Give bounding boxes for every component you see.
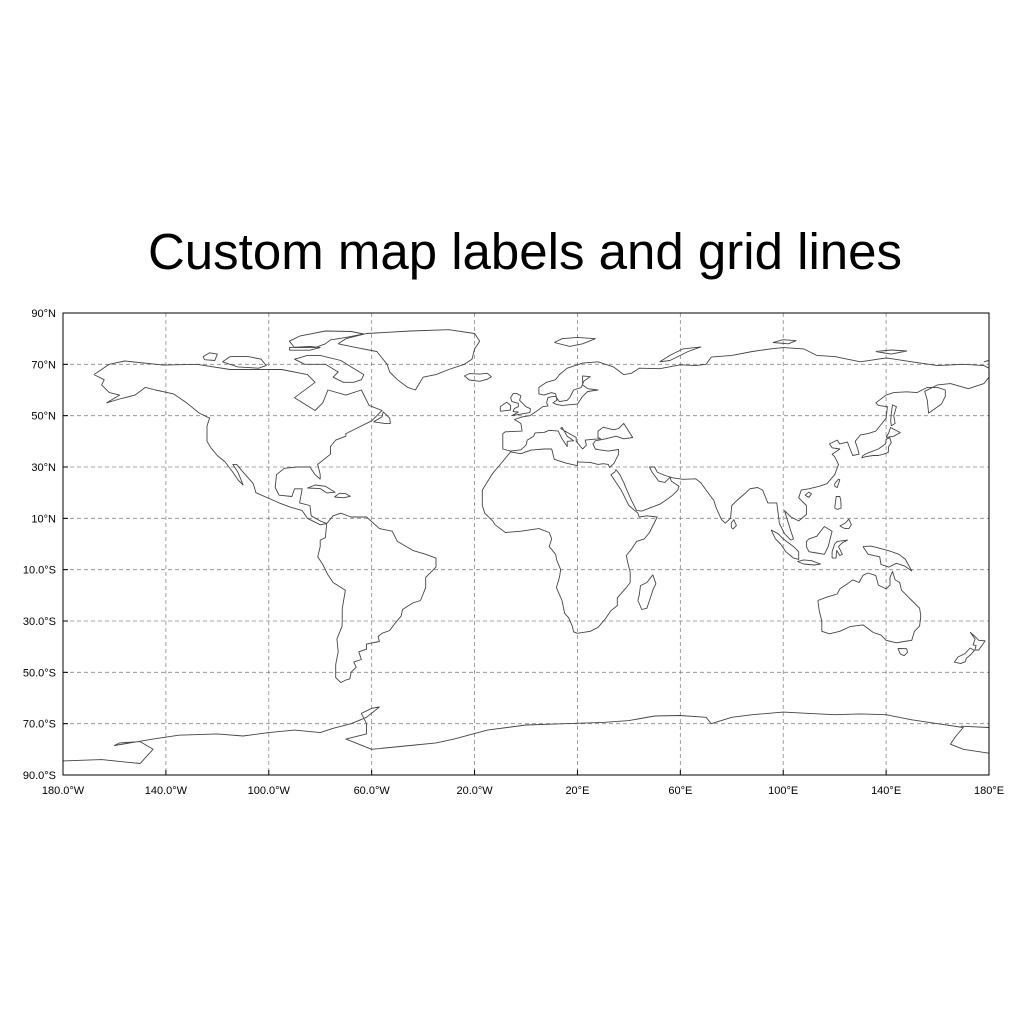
coastline-new-zealand-north bbox=[969, 631, 986, 651]
coastline-new-siberian-islands bbox=[875, 349, 908, 355]
coastline-novaya-zemlya bbox=[659, 346, 702, 363]
coastline-severnaya-zemlya bbox=[772, 339, 797, 345]
coastline-eurasia bbox=[481, 347, 990, 634]
lat-tick-label: 70.0°S bbox=[23, 719, 56, 731]
coastline-victoria-island bbox=[222, 356, 267, 369]
lon-tick-label: 20°E bbox=[565, 785, 589, 797]
coastline-new-zealand-south bbox=[953, 647, 975, 665]
map-frame bbox=[62, 312, 990, 776]
coastline-wrangel-island bbox=[983, 360, 990, 363]
lat-tick-label: 90.0°S bbox=[23, 770, 56, 782]
lat-tick-label: 10.0°S bbox=[23, 565, 56, 577]
coastline-antarctica bbox=[62, 706, 990, 764]
coastline-greenland bbox=[337, 329, 481, 391]
lon-tick-label: 100.0°W bbox=[248, 785, 291, 797]
map-title: Custom map labels and grid lines bbox=[147, 223, 903, 280]
coastlines bbox=[62, 329, 990, 764]
coastline-borneo bbox=[805, 526, 833, 555]
coastline-north-america bbox=[93, 360, 383, 526]
coastline-taiwan bbox=[834, 478, 841, 488]
lon-tick-label: 100°E bbox=[768, 785, 798, 797]
lon-tick-label: 140.0°W bbox=[145, 785, 188, 797]
coastline-antarctica-east-tail bbox=[960, 725, 990, 728]
lat-tick-label: 50°N bbox=[31, 411, 56, 423]
coastline-java bbox=[797, 559, 821, 566]
coastline-baffin-island bbox=[294, 354, 365, 383]
lon-tick-label: 60.0°W bbox=[354, 785, 391, 797]
coastline-japan-hokkaido bbox=[885, 427, 901, 438]
coastline-sri-lanka bbox=[730, 519, 737, 530]
lat-tick-label: 10°N bbox=[31, 513, 56, 525]
coastline-devon-island bbox=[288, 345, 321, 351]
tick-labels: 180.0°W 140.0°W 100.0°W 60.0°W 20.0°W 20°E 60°… bbox=[23, 308, 1004, 797]
lat-tick-label: 90°N bbox=[31, 308, 56, 320]
lon-tick-label: 180°E bbox=[974, 785, 1004, 797]
coastline-madagascar bbox=[637, 574, 657, 610]
coastline-svalbard bbox=[554, 336, 596, 347]
coastline-tasmania bbox=[897, 648, 908, 657]
coastline-new-guinea bbox=[862, 545, 913, 572]
lon-tick-label: 60°E bbox=[668, 785, 692, 797]
tick-marks bbox=[62, 312, 990, 776]
gridlines bbox=[63, 313, 989, 775]
coastline-australia bbox=[817, 571, 922, 644]
coastline-hispaniola bbox=[334, 492, 351, 499]
coastline-newfoundland bbox=[373, 411, 391, 424]
lon-tick-label: 140°E bbox=[871, 785, 901, 797]
coastline-sulawesi bbox=[831, 539, 848, 559]
coastline-luzon bbox=[834, 496, 842, 510]
coastline-hainan bbox=[804, 491, 812, 498]
lat-tick-label: 50.0°S bbox=[23, 667, 56, 679]
coastline-mindanao bbox=[839, 518, 852, 530]
lat-tick-label: 70°N bbox=[31, 359, 56, 371]
coastline-japan-honshu bbox=[861, 437, 892, 459]
coastline-great-britain bbox=[510, 393, 531, 417]
coastline-ireland bbox=[499, 401, 512, 412]
lat-tick-label: 30°N bbox=[31, 462, 56, 474]
lat-tick-label: 30.0°S bbox=[23, 616, 56, 628]
coastline-sumatra bbox=[770, 529, 800, 560]
lon-tick-label: 180.0°W bbox=[42, 785, 85, 797]
coastline-sakhalin bbox=[890, 404, 897, 427]
coastline-iceland bbox=[464, 372, 492, 382]
coastline-south-america bbox=[317, 512, 437, 684]
lon-tick-label: 20.0°W bbox=[456, 785, 493, 797]
coastline-cuba bbox=[307, 484, 336, 494]
coastline-ellesmere-island bbox=[288, 330, 365, 349]
coastline-banks-island bbox=[202, 352, 218, 361]
